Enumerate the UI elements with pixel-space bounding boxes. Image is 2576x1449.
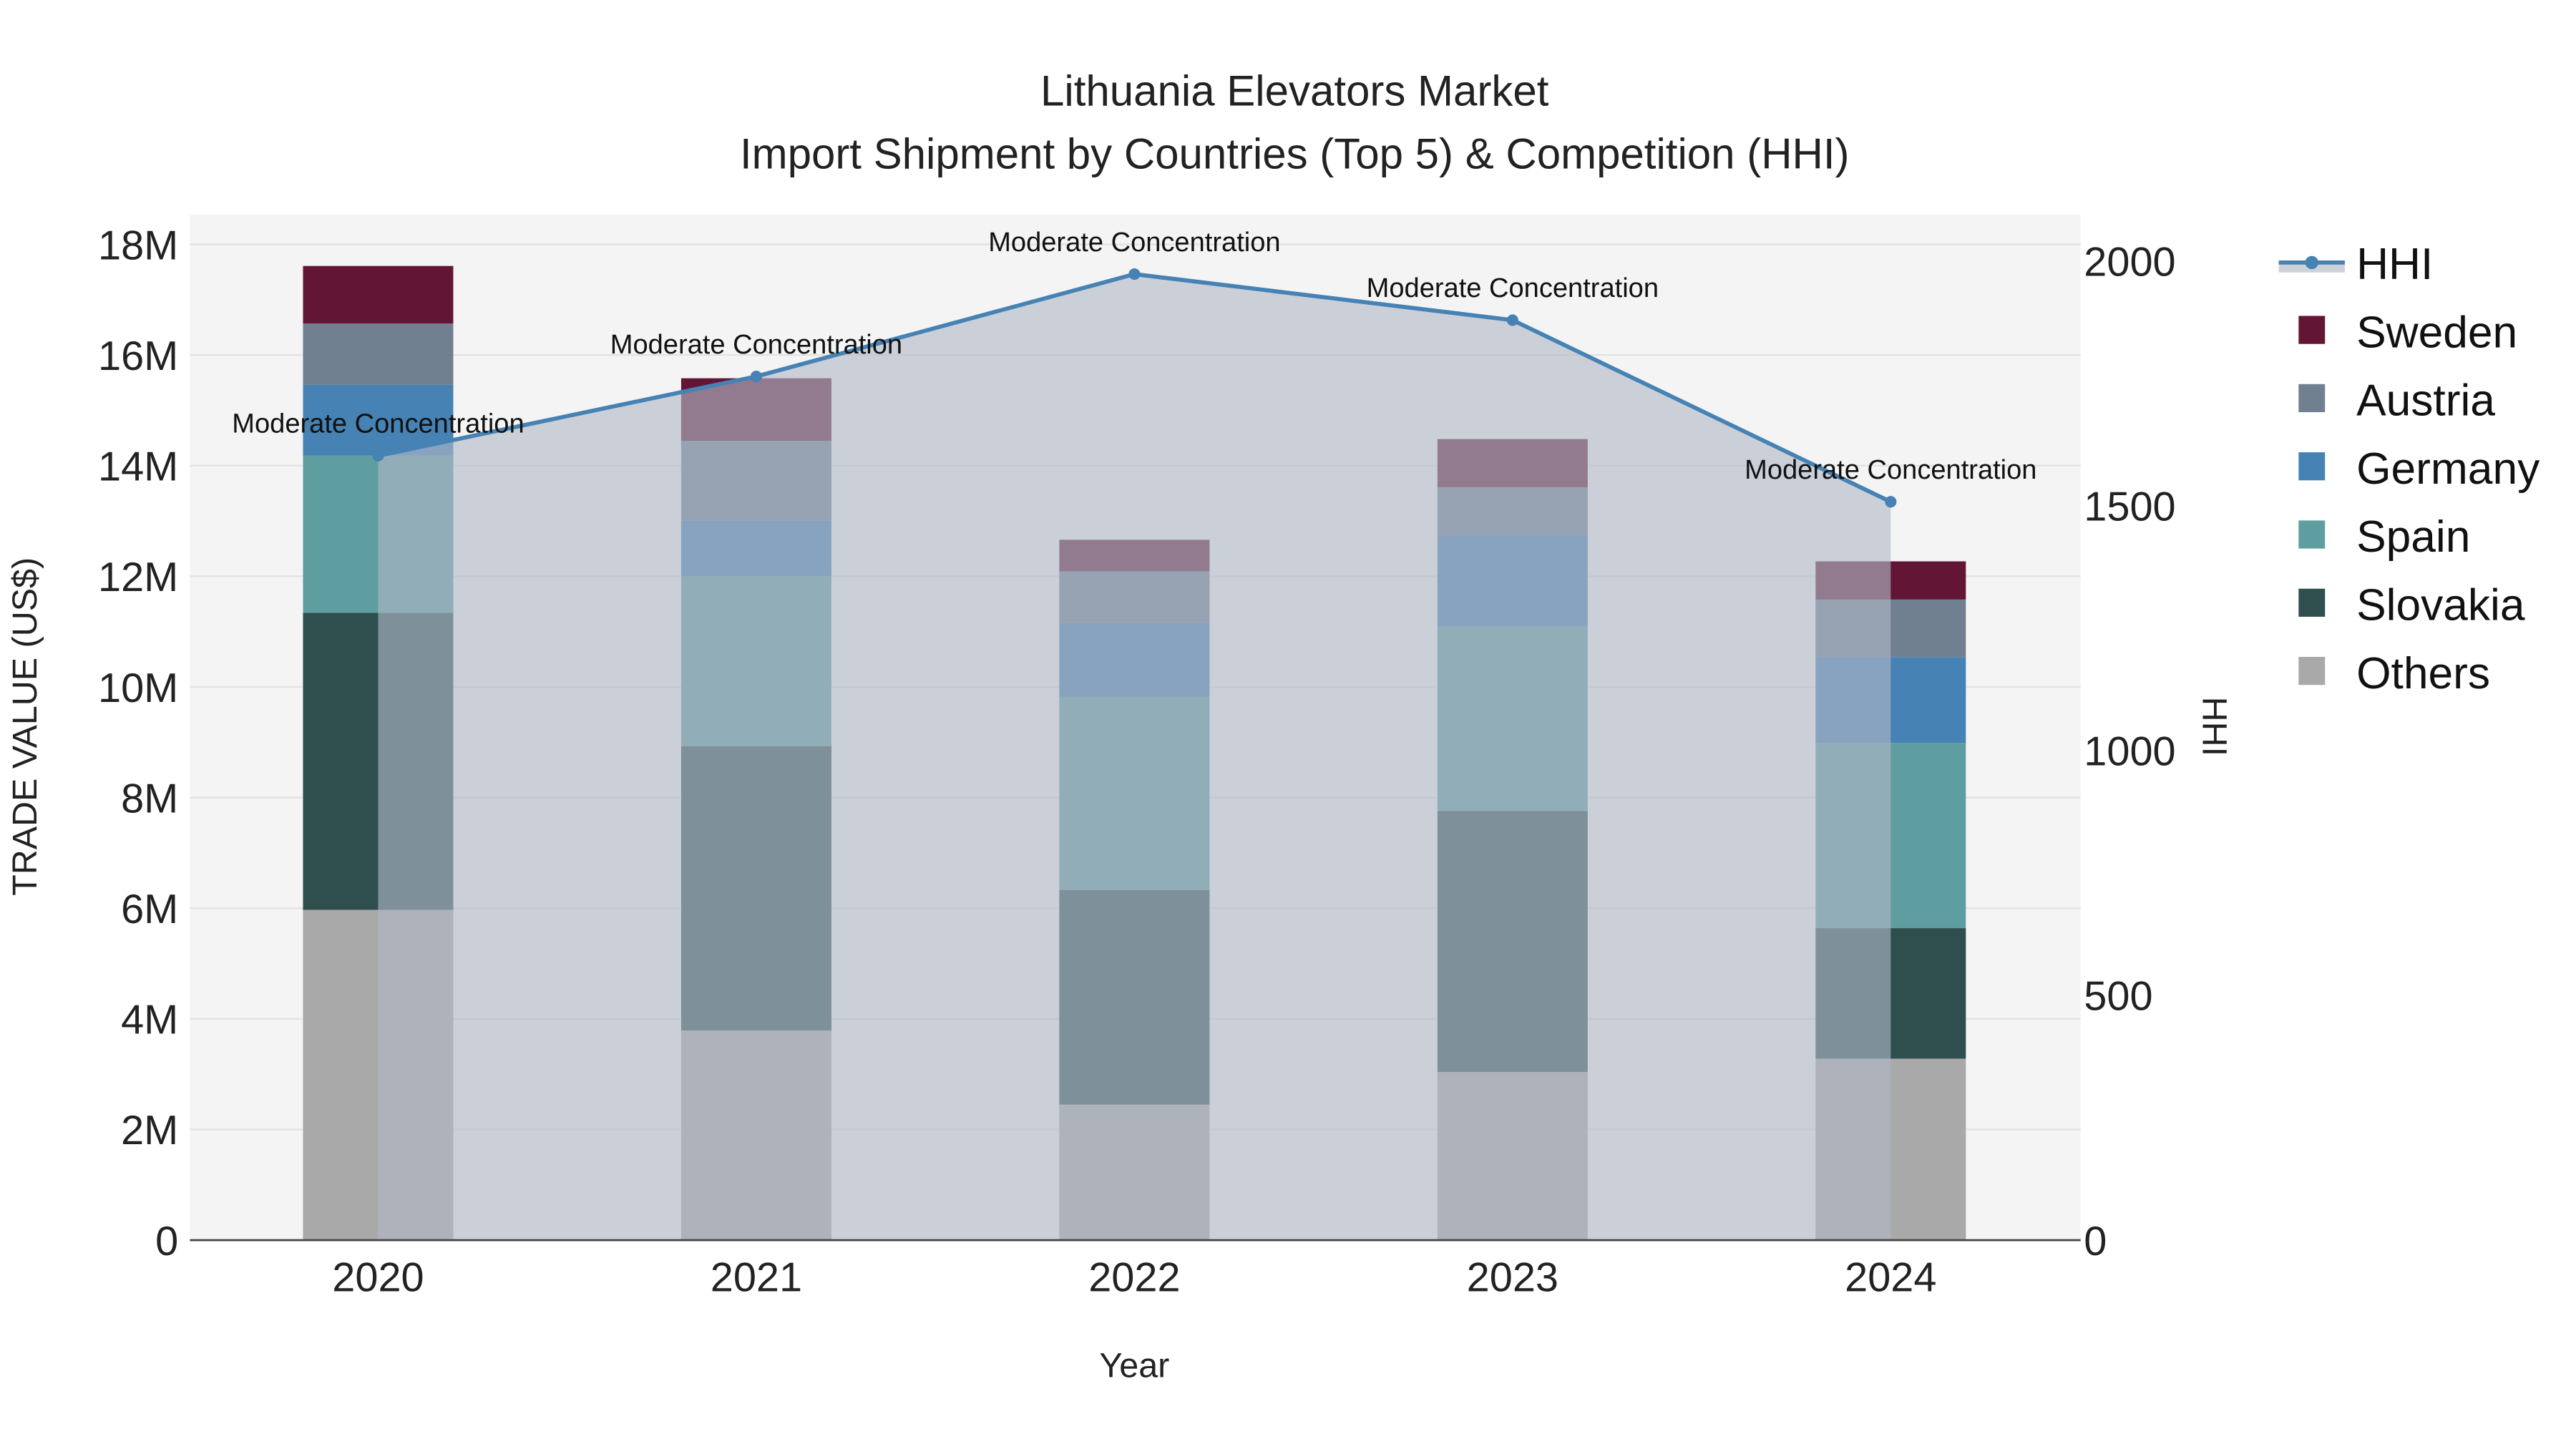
legend: HHI Sweden Austria Germany Spain Slovakia Othe… xyxy=(2278,240,2540,698)
hhi-annotation: Moderate Concentration xyxy=(1745,455,2036,485)
y2-tick-label: 2000 xyxy=(2084,239,2175,285)
legend-label: Others xyxy=(2356,649,2490,698)
legend-swatch-spain xyxy=(2298,520,2326,549)
x-tick-label: 2021 xyxy=(711,1255,802,1301)
hhi-point xyxy=(750,371,762,383)
y-tick-label: 18M xyxy=(98,223,178,268)
hhi-annotation: Moderate Concentration xyxy=(232,409,524,439)
hhi-annotation: Moderate Concentration xyxy=(1367,273,1659,303)
y2-tick-label: 1000 xyxy=(2084,729,2175,775)
hhi-annotation: Moderate Concentration xyxy=(610,330,902,360)
y-tick-label: 2M xyxy=(121,1108,178,1153)
y-tick-label: 8M xyxy=(121,776,178,821)
hhi-point xyxy=(1506,314,1518,326)
hhi-annotation: Moderate Concentration xyxy=(988,228,1280,258)
legend-swatch-others xyxy=(2298,657,2326,686)
chart-subtitle: Import Shipment by Countries (Top 5) & C… xyxy=(740,130,1850,177)
annotations: Moderate Concentration Moderate Concentra… xyxy=(232,228,2036,485)
y2-tick-label: 1500 xyxy=(2084,484,2175,530)
legend-swatch-germany xyxy=(2298,452,2326,481)
axes: 0 2M 4M 6M 8M 10M 12M 14M 16M 18M 0 500 1000 1500 2000… xyxy=(98,223,2176,1300)
y-tick-label: 12M xyxy=(98,555,178,600)
x-tick-label: 2020 xyxy=(332,1255,424,1301)
y-tick-label: 0 xyxy=(155,1219,178,1264)
hhi-point xyxy=(372,449,384,462)
legend-label: Germany xyxy=(2356,444,2540,494)
y-tick-label: 10M xyxy=(98,665,178,711)
y-tick-label: 4M xyxy=(121,997,178,1043)
y2-axis-title: HHI xyxy=(2195,697,2233,756)
legend-swatch-slovakia xyxy=(2298,588,2326,617)
chart-title: Lithuania Elevators Market xyxy=(1040,67,1549,115)
hhi-point xyxy=(1128,268,1141,280)
legend-label: HHI xyxy=(2356,240,2433,289)
hhi-line xyxy=(372,268,1897,508)
hhi-point xyxy=(1885,496,1897,508)
y-tick-label: 14M xyxy=(98,444,178,490)
bar-austria-2020 xyxy=(303,323,454,385)
legend-swatch-sweden xyxy=(2298,316,2326,344)
legend-swatch-austria xyxy=(2298,384,2326,412)
x-tick-label: 2022 xyxy=(1088,1255,1180,1301)
x-axis-title: Year xyxy=(1099,1347,1169,1385)
x-tick-label: 2024 xyxy=(1845,1255,1936,1301)
y2-tick-label: 0 xyxy=(2084,1219,2107,1264)
hhi-area xyxy=(378,274,1891,1241)
legend-label: Slovakia xyxy=(2356,581,2525,630)
legend-label: Spain xyxy=(2356,512,2470,562)
bar-sweden-2020 xyxy=(303,265,454,324)
y-tick-label: 16M xyxy=(98,333,178,379)
x-tick-label: 2023 xyxy=(1467,1255,1558,1301)
legend-hhi-marker-icon xyxy=(2305,255,2318,270)
legend-label: Austria xyxy=(2356,376,2495,426)
y2-tick-label: 500 xyxy=(2084,974,2152,1020)
legend-label: Sweden xyxy=(2356,308,2517,357)
y-tick-label: 6M xyxy=(121,887,178,932)
hhi-area-fill xyxy=(378,274,1891,1241)
y-axis-title: TRADE VALUE (US$) xyxy=(6,557,44,896)
